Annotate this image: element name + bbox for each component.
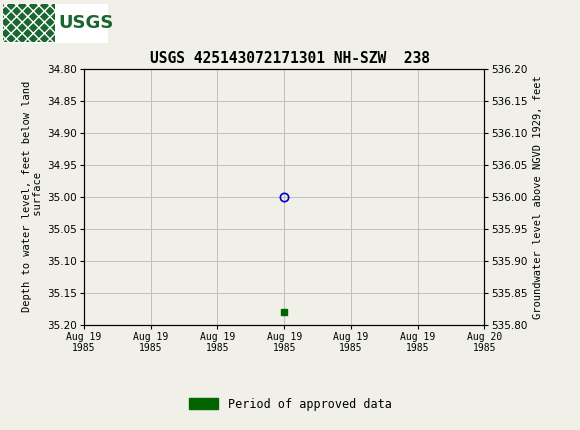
Text: USGS: USGS (58, 14, 113, 31)
Legend: Period of approved data: Period of approved data (184, 393, 396, 415)
Y-axis label: Depth to water level, feet below land
 surface: Depth to water level, feet below land su… (21, 81, 43, 312)
Bar (3, 3, 55, 42)
Y-axis label: Groundwater level above NGVD 1929, feet: Groundwater level above NGVD 1929, feet (533, 75, 543, 319)
Text: USGS 425143072171301 NH-SZW  238: USGS 425143072171301 NH-SZW 238 (150, 51, 430, 65)
Bar (3, 3, 107, 42)
